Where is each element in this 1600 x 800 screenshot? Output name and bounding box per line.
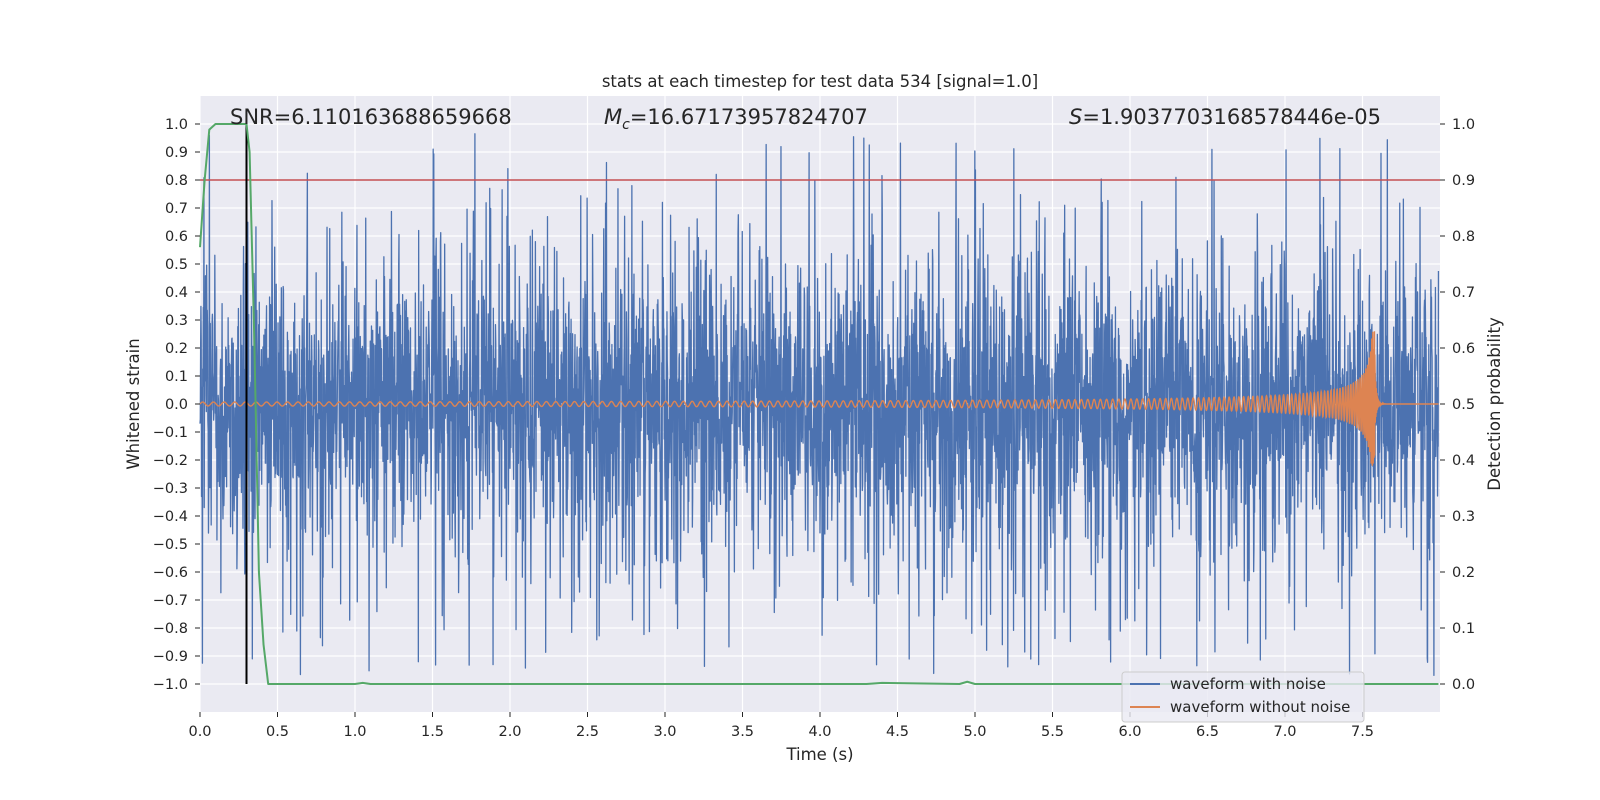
annotation-s-value: =1.9037703168578446e-05 [1082, 105, 1381, 129]
x-tick-label: 2.5 [576, 724, 599, 740]
y-right-tick-label: 0.8 [1452, 229, 1475, 245]
annotation-chirp-mass-value: =16.67173957824707 [630, 105, 868, 129]
y-left-tick-label: −0.8 [153, 621, 188, 637]
legend: waveform with noise waveform without noi… [1121, 671, 1365, 723]
y-left-tick-label: −0.6 [153, 565, 188, 581]
y-right-tick-label: 0.3 [1452, 509, 1475, 525]
y-right-tick-label: 0.9 [1452, 173, 1475, 189]
y-left-tick-label: −0.1 [153, 425, 188, 441]
series-waveform-without-noise [199, 331, 1439, 466]
y-right-tick-label: 1.0 [1452, 117, 1475, 133]
x-tick-label: 5.0 [963, 724, 986, 740]
y-right-tick-label: 0.1 [1452, 621, 1475, 637]
y-left-tick-label: 0.3 [165, 313, 188, 329]
series-waveform-with-noise [199, 133, 1440, 676]
y-right-tick-label: 0.7 [1452, 285, 1475, 301]
y-left-tick-label: 0.9 [165, 145, 188, 161]
y-left-tick-label: 0.0 [165, 397, 188, 413]
y-left-axis-ticks: 1.0 0.9 0.8 0.7 0.6 0.5 0.4 0.3 0.2 0.1 0.0 −0.1 −0.… [153, 117, 200, 693]
x-tick-label: 1.0 [343, 724, 366, 740]
legend-label-noisy: waveform with noise [1170, 675, 1326, 693]
x-tick-label: 7.0 [1273, 724, 1296, 740]
y-left-tick-label: −0.9 [153, 649, 188, 665]
y-left-tick-label: 0.8 [165, 173, 188, 189]
y-left-tick-label: −0.2 [153, 453, 188, 469]
x-tick-label: 0.0 [188, 724, 211, 740]
annotation-chirp-mass: Mc=16.67173957824707 [604, 105, 868, 133]
x-axis-ticks: 0.0 0.5 1.0 1.5 2.0 2.5 3.0 3.5 4.0 4.5 5.0 5.5 6.0 6… [188, 712, 1374, 740]
y-left-tick-label: 0.4 [165, 285, 188, 301]
legend-box [1121, 671, 1365, 723]
y-left-tick-label: −0.5 [153, 537, 188, 553]
legend-label-clean: waveform without noise [1170, 698, 1350, 716]
y-left-axis-label: Whitened strain [124, 338, 143, 469]
x-tick-label: 5.5 [1041, 724, 1064, 740]
x-tick-label: 6.0 [1118, 724, 1141, 740]
y-right-axis-ticks: 1.0 0.9 0.8 0.7 0.6 0.5 0.4 0.3 0.2 0.1 0.0 [1440, 117, 1475, 693]
y-left-tick-label: 0.5 [165, 257, 188, 273]
annotation-s-symbol: S [1069, 105, 1082, 129]
chart-title: stats at each timestep for test data 534… [602, 72, 1038, 91]
y-left-tick-label: 0.2 [165, 341, 188, 357]
y-right-tick-label: 0.2 [1452, 565, 1475, 581]
annotation-chirp-mass-subscript: c [622, 117, 630, 133]
series-line-clean [199, 331, 1439, 466]
x-axis-label: Time (s) [785, 745, 853, 764]
y-right-tick-label: 0.4 [1452, 453, 1475, 469]
y-right-axis-label: Detection probability [1485, 317, 1504, 491]
y-right-tick-label: 0.0 [1452, 677, 1475, 693]
y-left-tick-label: −0.7 [153, 593, 188, 609]
series-detection-probability [199, 123, 1439, 685]
x-tick-label: 6.5 [1196, 724, 1219, 740]
x-tick-label: 3.5 [731, 724, 754, 740]
x-tick-label: 1.5 [421, 724, 444, 740]
series-line-probability [199, 123, 1439, 685]
y-left-tick-label: −1.0 [153, 677, 188, 693]
y-left-tick-label: 0.7 [165, 201, 188, 217]
y-right-tick-label: 0.6 [1452, 341, 1475, 357]
y-left-tick-label: 0.6 [165, 229, 188, 245]
x-tick-label: 7.5 [1351, 724, 1374, 740]
y-left-tick-label: 0.1 [165, 369, 188, 385]
x-tick-label: 4.0 [808, 724, 831, 740]
y-left-tick-label: −0.4 [153, 509, 188, 525]
x-tick-label: 2.0 [498, 724, 521, 740]
annotation-s: S=1.9037703168578446e-05 [1069, 105, 1381, 129]
x-tick-label: 3.0 [653, 724, 676, 740]
series-line-noisy [199, 133, 1440, 676]
y-right-tick-label: 0.5 [1452, 397, 1475, 413]
annotation-chirp-mass-symbol: M [604, 105, 622, 129]
x-tick-label: 0.5 [266, 724, 289, 740]
y-left-tick-label: −0.3 [153, 481, 188, 497]
y-left-tick-label: 1.0 [165, 117, 188, 133]
annotation-snr: SNR=6.110163688659668 [230, 105, 512, 129]
x-tick-label: 4.5 [886, 724, 909, 740]
